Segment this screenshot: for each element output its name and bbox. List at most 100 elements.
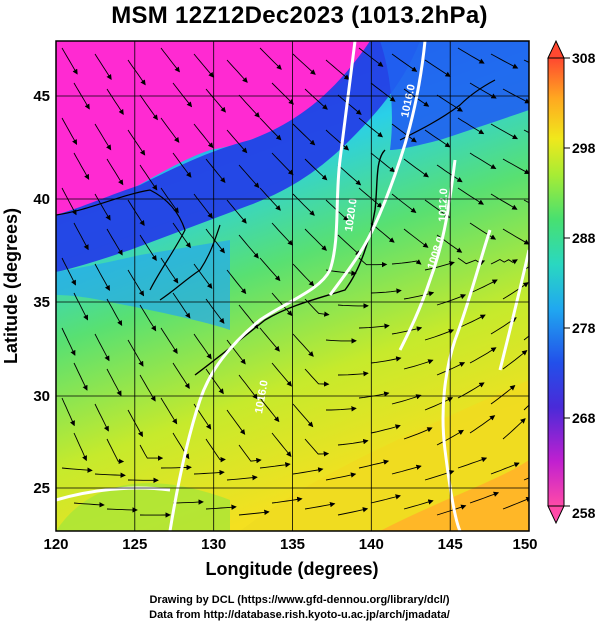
streamline: [226, 59, 248, 83]
x-tick-label: 130: [201, 536, 226, 553]
streamline: [424, 397, 454, 411]
streamline: [193, 333, 212, 360]
streamline: [325, 472, 357, 481]
streamline: [106, 88, 124, 115]
streamline: [160, 397, 178, 425]
streamline: [469, 415, 496, 434]
streamline: [259, 257, 281, 282]
streamline: [205, 158, 226, 183]
streamline: [436, 294, 467, 306]
streamline: [292, 123, 316, 146]
streamline: [325, 338, 357, 344]
streamline: [61, 257, 76, 286]
contour-label: 1020.0: [343, 197, 360, 232]
streamline: [271, 432, 292, 457]
streamline: [259, 327, 280, 352]
streamline: [337, 234, 361, 256]
streamline: [139, 444, 164, 461]
grid-lines: [56, 41, 529, 531]
streamline: [304, 501, 336, 510]
colorbar: 308 298 288 278 268 258: [547, 39, 596, 525]
y-axis-title: Latitude (degrees): [1, 208, 21, 364]
streamline: [391, 394, 422, 405]
streamline: [94, 193, 111, 221]
streamline: [436, 362, 466, 376]
streamline: [436, 504, 467, 516]
streamline: [358, 47, 384, 67]
streamline: [403, 499, 434, 510]
streamline: [205, 368, 224, 395]
streamline: [61, 467, 93, 473]
streamline: [490, 53, 519, 69]
streamline: [172, 499, 204, 505]
streamline: [370, 424, 401, 434]
streamline: [325, 129, 350, 151]
streamline: [370, 152, 396, 173]
streamline: [424, 59, 451, 77]
streamline: [106, 228, 123, 256]
streamline: [424, 261, 455, 271]
streamline: [292, 53, 316, 75]
streamline: [436, 164, 463, 183]
streamline: [457, 47, 485, 64]
chart-title: MSM 12Z12Dec2023 (1013.2hPa): [111, 2, 488, 29]
streamline: [193, 263, 213, 289]
x-tick-label: 120: [43, 536, 68, 553]
streamline: [205, 504, 237, 510]
streamline: [106, 298, 123, 326]
streamline: [337, 507, 369, 516]
colorbar-tick-label: 308: [572, 50, 596, 66]
streamline: [457, 117, 485, 135]
streamline: [370, 288, 402, 294]
streamline: [391, 193, 417, 213]
y-tick-label: 40: [33, 191, 50, 208]
streamline: [490, 258, 518, 265]
streamline: [391, 326, 423, 335]
streamline: [94, 53, 112, 80]
streamline: [73, 152, 90, 180]
y-tick-label: 30: [33, 388, 50, 405]
x-axis-title: Longitude (degrees): [205, 559, 378, 579]
streamline: [502, 497, 529, 510]
x-tick-label: 135: [280, 536, 305, 553]
streamline: [358, 187, 383, 208]
streamline: [424, 329, 455, 341]
streamline: [337, 94, 362, 115]
streamline: [304, 88, 328, 110]
credit-data: Data from http://database.rish.kyoto-u.a…: [149, 609, 450, 621]
streamline: [106, 158, 124, 186]
streamline: [457, 187, 484, 205]
streamline: [139, 374, 156, 402]
streamline: [94, 333, 110, 362]
streamline: [469, 222, 497, 240]
streamline: [238, 509, 270, 516]
streamline: [271, 152, 294, 176]
streamline: [73, 362, 88, 391]
streamline: [205, 438, 226, 463]
streamline: [457, 314, 486, 329]
streamline: [193, 469, 225, 476]
streamline: [94, 263, 110, 291]
x-tick-label: 145: [438, 536, 463, 553]
streamline: [391, 464, 422, 475]
plot-frame: [55, 40, 530, 532]
streamline: [238, 234, 259, 259]
streamline: [238, 444, 262, 464]
streamline: [139, 304, 157, 332]
wind-streamlines: [61, 47, 529, 518]
streamline: [61, 327, 76, 356]
streamline: [304, 228, 327, 251]
streamline: [61, 397, 75, 427]
streamline: [370, 356, 402, 364]
streamline: [271, 496, 303, 504]
x-tick-label: 140: [359, 536, 384, 553]
contour-label: 1012.0: [437, 188, 450, 222]
y-tick-label: 45: [33, 88, 50, 105]
streamline: [337, 303, 369, 309]
y-tick-label: 25: [33, 480, 50, 497]
streamline: [127, 199, 145, 227]
streamline: [403, 228, 429, 248]
streamline: [523, 266, 529, 271]
streamline: [139, 234, 157, 261]
streamline: [226, 409, 246, 435]
